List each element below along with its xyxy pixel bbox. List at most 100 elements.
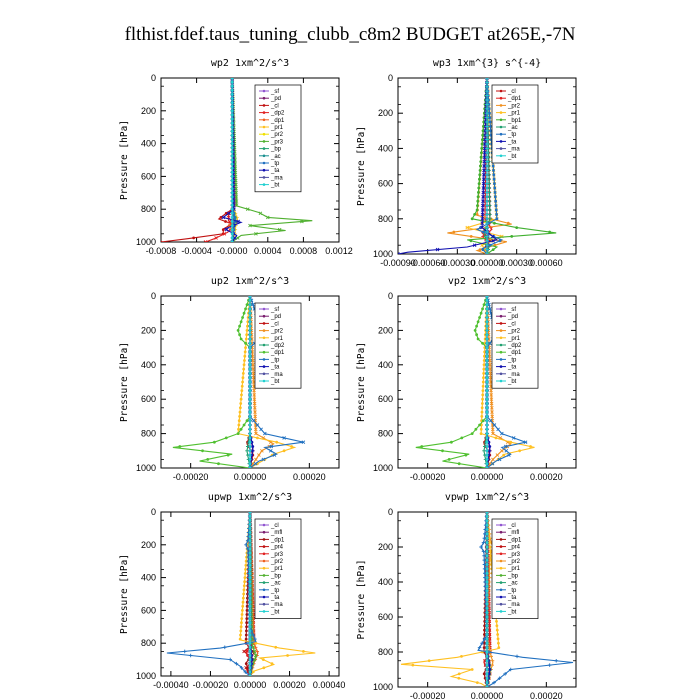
legend-label: _ma [270, 175, 283, 181]
data-point [464, 453, 468, 457]
legend-marker [262, 372, 266, 376]
y-tick-label: 0 [151, 291, 156, 301]
data-point [476, 320, 480, 324]
data-point [482, 363, 486, 367]
data-point [248, 410, 252, 414]
legend-box [491, 518, 539, 619]
data-point [245, 419, 249, 423]
data-point [473, 329, 477, 332]
legend-marker [262, 168, 266, 172]
data-point [485, 181, 489, 186]
data-point [485, 115, 489, 120]
y-tick-label: 200 [378, 542, 393, 552]
data-point [481, 172, 486, 177]
data-point [481, 397, 484, 401]
data-point [248, 539, 252, 543]
data-point [460, 654, 463, 658]
data-point [488, 116, 492, 119]
data-point [485, 102, 489, 107]
data-point [214, 236, 218, 240]
data-point [457, 672, 461, 676]
data-point [485, 367, 489, 371]
data-point [485, 173, 489, 177]
legend-label: _sf [270, 89, 279, 95]
data-point [206, 458, 210, 461]
data-point [500, 431, 504, 436]
data-point [411, 663, 415, 667]
legend-label: _cl [270, 523, 279, 529]
data-point [502, 453, 506, 457]
data-point [248, 658, 252, 661]
data-point [485, 423, 489, 427]
legend-marker [262, 588, 266, 592]
data-point [494, 436, 498, 440]
data-point [482, 359, 486, 362]
data-point [485, 333, 489, 337]
data-point [254, 457, 258, 462]
legend-marker [499, 154, 503, 158]
data-point [230, 158, 234, 162]
data-point [248, 514, 252, 518]
data-point [482, 168, 486, 173]
data-point [479, 155, 483, 159]
data-point [485, 445, 489, 448]
data-point [487, 536, 491, 540]
legend-label: _ac [507, 125, 518, 131]
legend-marker [262, 343, 266, 347]
y-axis-label: Pressure [hPa] [119, 120, 130, 200]
panel-title: vpwp 1xm^2/s^3 [445, 492, 529, 503]
series-group [400, 512, 574, 687]
data-point [485, 571, 489, 575]
data-point [234, 203, 239, 207]
data-point [485, 580, 489, 584]
data-point [494, 208, 498, 212]
data-point [497, 646, 501, 650]
data-point [485, 584, 489, 588]
panel-title: wp2 1xm^2/s^3 [211, 58, 289, 69]
data-point [488, 341, 492, 346]
data-point [230, 80, 234, 84]
data-point [248, 555, 252, 559]
data-point [491, 431, 495, 436]
series-group [172, 296, 306, 468]
data-point [248, 389, 252, 392]
legend-label: _ma [507, 147, 520, 153]
legend-marker [499, 96, 503, 100]
data-point [248, 320, 252, 324]
data-point [485, 389, 489, 392]
data-point [488, 111, 491, 115]
data-point [478, 177, 481, 181]
data-point [230, 162, 234, 166]
data-point [488, 545, 492, 549]
data-point [487, 663, 491, 667]
legend-label: _cl [507, 523, 516, 529]
data-point [274, 645, 278, 649]
data-point [491, 164, 495, 168]
legend-label: _bt [270, 609, 280, 615]
data-point [251, 670, 255, 674]
data-point [230, 93, 234, 96]
data-point [489, 393, 494, 397]
data-point [244, 341, 247, 345]
data-point [230, 105, 234, 109]
data-point [230, 179, 234, 182]
data-point [248, 367, 252, 371]
data-point [262, 666, 266, 670]
data-point [529, 445, 532, 448]
y-tick-label: 400 [141, 360, 156, 370]
data-point [248, 354, 252, 358]
data-point [241, 604, 245, 608]
data-point [475, 333, 479, 337]
data-point [488, 371, 493, 376]
data-point [269, 444, 274, 449]
data-point [485, 320, 489, 324]
data-point [485, 359, 489, 362]
data-point [228, 657, 233, 662]
data-point [248, 311, 252, 315]
data-point [492, 177, 496, 181]
legend-label: _tp [507, 132, 517, 138]
y-tick-label: 200 [141, 325, 156, 335]
data-point [230, 97, 234, 100]
data-point [244, 662, 248, 666]
data-point [447, 458, 451, 461]
